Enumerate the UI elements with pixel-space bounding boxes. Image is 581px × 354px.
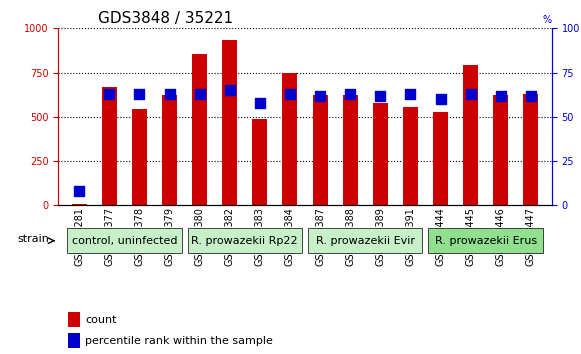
Text: %: % <box>543 15 552 25</box>
Point <box>135 91 144 97</box>
Text: R. prowazekii Erus: R. prowazekii Erus <box>435 236 537 246</box>
Bar <box>433 112 448 205</box>
Bar <box>343 95 358 205</box>
Text: count: count <box>85 315 117 325</box>
Text: GDS3848 / 35221: GDS3848 / 35221 <box>98 11 233 26</box>
Bar <box>132 109 147 205</box>
Point <box>315 93 325 98</box>
FancyBboxPatch shape <box>67 228 181 253</box>
FancyBboxPatch shape <box>188 228 302 253</box>
Bar <box>313 95 328 205</box>
Bar <box>373 103 388 205</box>
Point <box>105 91 114 97</box>
Bar <box>71 204 87 205</box>
Point <box>74 188 84 194</box>
Point <box>496 93 505 98</box>
FancyBboxPatch shape <box>428 228 543 253</box>
Point <box>406 91 415 97</box>
Point <box>165 91 174 97</box>
Bar <box>222 40 237 205</box>
Bar <box>282 73 297 205</box>
Point <box>436 96 445 102</box>
Text: control, uninfected: control, uninfected <box>71 236 177 246</box>
Point <box>255 100 264 105</box>
Point <box>195 91 205 97</box>
Bar <box>493 95 508 205</box>
Bar <box>252 119 267 205</box>
FancyBboxPatch shape <box>308 228 422 253</box>
Bar <box>68 333 80 348</box>
Text: strain: strain <box>17 234 49 244</box>
Point <box>376 93 385 98</box>
Bar <box>523 94 539 205</box>
Bar <box>68 312 80 327</box>
Point <box>285 91 295 97</box>
Bar <box>403 107 418 205</box>
Point <box>466 91 475 97</box>
Text: percentile rank within the sample: percentile rank within the sample <box>85 336 273 346</box>
Bar <box>162 95 177 205</box>
Bar <box>463 65 478 205</box>
Point <box>526 93 536 98</box>
Text: R. prowazekii Evir: R. prowazekii Evir <box>315 236 415 246</box>
Bar <box>102 87 117 205</box>
Bar <box>192 54 207 205</box>
Point <box>225 87 234 93</box>
Point <box>346 91 355 97</box>
Text: R. prowazekii Rp22: R. prowazekii Rp22 <box>192 236 298 246</box>
